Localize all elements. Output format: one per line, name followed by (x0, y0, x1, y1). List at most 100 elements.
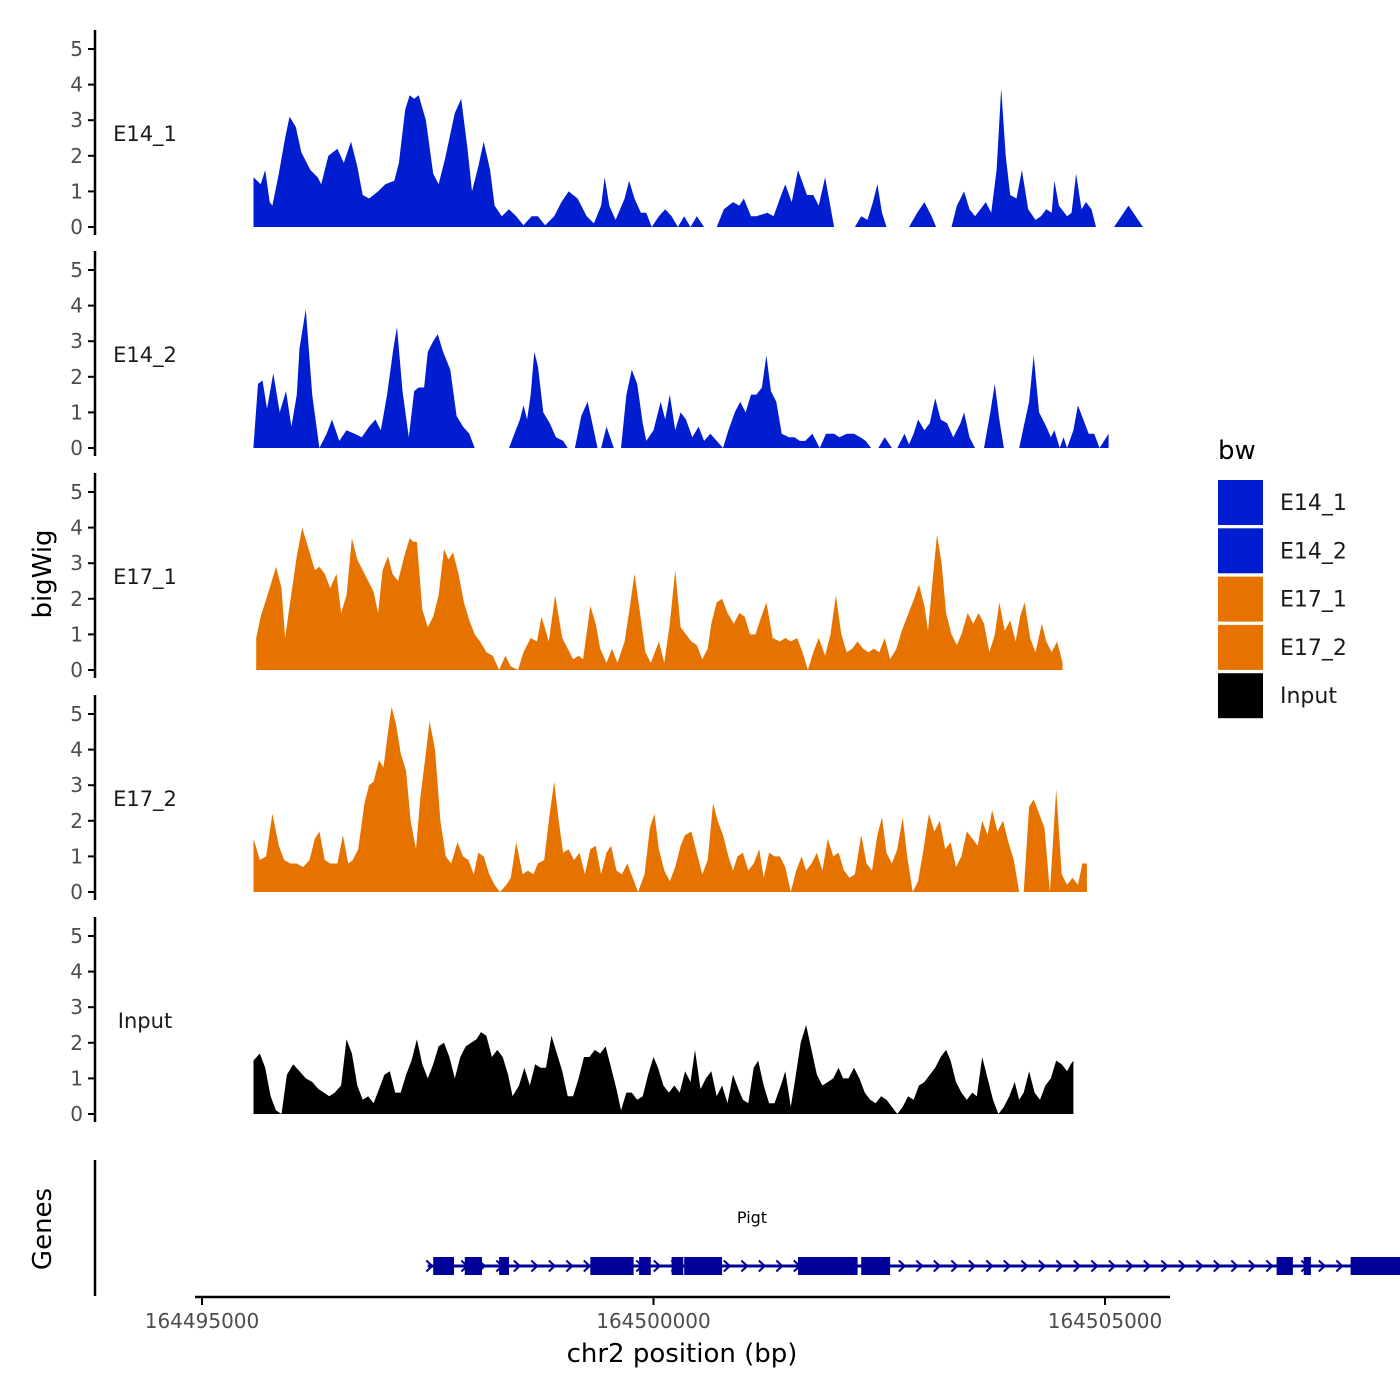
y-tick-label: 4 (70, 294, 83, 318)
track-label-e17-2: E17_2 (113, 787, 177, 812)
x-axis: 164495000 164500000 164505000 (145, 1295, 1170, 1333)
track-label-e14-1: E14_1 (113, 122, 177, 147)
y-tick-label: 3 (70, 995, 83, 1019)
y-tick-label: 3 (70, 329, 83, 353)
y-tick-label: 1 (70, 622, 83, 646)
strand-arrow (758, 1259, 767, 1273)
strand-arrow (775, 1259, 784, 1273)
track-e14-1: 0 1 2 3 4 5 E14_1 (70, 30, 1143, 239)
gene-exon (464, 1257, 482, 1275)
legend-swatch-e17-1 (1218, 576, 1263, 622)
y-tick-label: 4 (70, 738, 83, 762)
strand-arrow (1003, 1259, 1012, 1273)
legend: bw E14_1 E14_2 E17_1 E17_2 Input (1218, 436, 1347, 719)
strand-arrow (1090, 1259, 1099, 1273)
x-tick-label: 164505000 (1048, 1309, 1163, 1333)
y-tick-label: 4 (70, 516, 83, 540)
legend-swatch-e17-2 (1218, 624, 1263, 670)
legend-label-e17-2: E17_2 (1280, 636, 1347, 661)
strand-arrow (1318, 1259, 1327, 1273)
area-e17-2 (253, 706, 1087, 892)
y-tick-label: 5 (70, 258, 83, 282)
gene-exon (433, 1257, 454, 1275)
gene-label: Pigt (737, 1208, 767, 1227)
y-tick-label: 2 (70, 1031, 83, 1055)
y-tick-label: 1 (70, 1066, 83, 1090)
strand-arrow (565, 1259, 574, 1273)
y-tick-label: 1 (70, 844, 83, 868)
strand-arrow (1248, 1259, 1257, 1273)
tracks-layer: 0 1 2 3 4 5 E14_1 0 1 2 3 4 5 E14_2 0 1 2 3 4 5 E17_1 0 1 2 3 4 5 E… (70, 30, 1143, 1126)
gene-exon (861, 1257, 891, 1275)
gene-track: Pigt (93, 1160, 1400, 1296)
strand-arrow (1160, 1259, 1169, 1273)
y-tick-label: 3 (70, 773, 83, 797)
y-tick-label: 1 (70, 400, 83, 424)
legend-swatch-e14-2 (1218, 528, 1263, 574)
y-tick-label: 5 (70, 37, 83, 61)
x-tick-label: 164495000 (145, 1309, 260, 1333)
y-tick-label: 5 (70, 924, 83, 948)
legend-label-input: Input (1280, 684, 1337, 709)
strand-arrow (898, 1259, 907, 1273)
strand-arrow (1143, 1259, 1152, 1273)
track-label-input: Input (118, 1009, 172, 1033)
strand-arrow (1213, 1259, 1222, 1273)
legend-label-e17-1: E17_1 (1280, 588, 1347, 613)
legend-title: bw (1218, 436, 1256, 466)
y-tick-label: 2 (70, 587, 83, 611)
y-tick-label: 0 (70, 215, 83, 239)
y-tick-label: 2 (70, 144, 83, 168)
strand-arrow (1178, 1259, 1187, 1273)
strand-arrow (1108, 1259, 1117, 1273)
gene-exon (639, 1257, 651, 1275)
strand-arrow (1038, 1259, 1047, 1273)
strand-arrow (583, 1259, 592, 1273)
strand-arrow (1055, 1259, 1064, 1273)
gene-exon (684, 1257, 723, 1275)
legend-label-e14-1: E14_1 (1280, 491, 1347, 516)
area-e14-1 (253, 88, 1143, 227)
area-input (253, 1025, 1074, 1114)
strand-arrow (985, 1259, 994, 1273)
gene-exon (1276, 1257, 1293, 1275)
strand-arrow (740, 1259, 749, 1273)
y-tick-label: 0 (70, 880, 83, 904)
strand-arrow (915, 1259, 924, 1273)
strand-arrow (513, 1259, 522, 1273)
track-label-e14-2: E14_2 (113, 343, 177, 368)
y-axis-title: bigWig (28, 529, 58, 618)
y-tick-label: 4 (70, 960, 83, 984)
y-tick-label: 5 (70, 480, 83, 504)
legend-label-e14-2: E14_2 (1280, 539, 1347, 564)
genes-axis-title: Genes (28, 1188, 58, 1270)
strand-arrow (425, 1259, 434, 1273)
gene-exon (1350, 1257, 1400, 1275)
y-tick-label: 4 (70, 73, 83, 97)
area-e17-1 (256, 527, 1063, 670)
track-e17-1: 0 1 2 3 4 5 E17_1 (70, 473, 1063, 682)
strand-arrow (933, 1259, 942, 1273)
track-e17-2: 0 1 2 3 4 5 E17_2 (70, 695, 1087, 904)
gene-exon (1303, 1257, 1311, 1275)
track-e14-2: 0 1 2 3 4 5 E14_2 (70, 251, 1109, 460)
strand-arrow (950, 1259, 959, 1273)
gene-exon (671, 1257, 684, 1275)
y-tick-label: 5 (70, 702, 83, 726)
legend-swatch-e14-1 (1218, 480, 1263, 525)
y-tick-label: 0 (70, 1102, 83, 1126)
strand-arrow (1195, 1259, 1204, 1273)
area-e14-2 (253, 309, 1109, 448)
strand-arrow (1230, 1259, 1239, 1273)
strand-arrow (530, 1259, 539, 1273)
strand-arrow (653, 1259, 662, 1273)
strand-arrow (1020, 1259, 1029, 1273)
x-tick-label: 164500000 (596, 1309, 711, 1333)
strand-arrow (1265, 1259, 1274, 1273)
strand-arrow (723, 1259, 732, 1273)
track-label-e17-1: E17_1 (113, 565, 177, 590)
strand-arrow (968, 1259, 977, 1273)
track-input: 0 1 2 3 4 5 Input (70, 917, 1074, 1126)
